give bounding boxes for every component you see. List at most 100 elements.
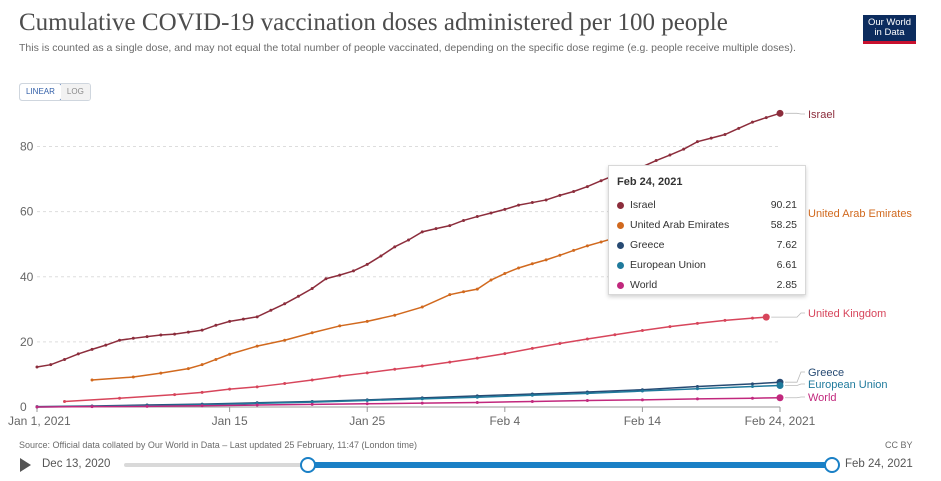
tooltip-series-value: 58.25 [770, 219, 797, 231]
european-union-point [585, 391, 589, 395]
israel-point [131, 336, 135, 340]
world-label[interactable]: World [808, 392, 837, 404]
israel-point [654, 159, 658, 163]
united-arab-emirates-point [489, 278, 493, 282]
greece-label[interactable]: Greece [808, 367, 844, 379]
log-scale-button[interactable]: LOG [60, 84, 90, 100]
world-point [365, 402, 369, 406]
united-arab-emirates-point [393, 313, 397, 317]
timeline-start-handle[interactable] [300, 457, 316, 473]
united-arab-emirates-label[interactable]: United Arab Emirates [808, 208, 912, 220]
israel-point [448, 224, 452, 228]
chart-subtitle: This is counted as a single dose, and ma… [19, 42, 796, 54]
timeline-start-date: Dec 13, 2020 [42, 458, 111, 470]
israel-point [49, 363, 53, 367]
israel-point [530, 201, 534, 205]
israel-point [159, 333, 163, 337]
israel-label-connector [785, 112, 805, 115]
european-union-point [530, 393, 534, 397]
israel-point [351, 269, 355, 273]
united-arab-emirates-point [310, 331, 314, 335]
logo-line-1: Our World [867, 17, 912, 28]
israel-point [420, 230, 424, 234]
israel-point [365, 262, 369, 266]
tooltip-series-name: United Arab Emirates [630, 219, 730, 231]
israel-point [35, 365, 39, 369]
greece-point [750, 382, 754, 386]
european-union-label[interactable]: European Union [808, 379, 888, 391]
united-kingdom-point [173, 393, 177, 397]
israel-point [76, 352, 80, 356]
israel-point [200, 328, 204, 332]
world-point [90, 405, 94, 409]
world-point [255, 403, 259, 407]
united-kingdom-point [393, 367, 397, 371]
israel-point [750, 120, 754, 124]
united-arab-emirates-point [448, 293, 452, 297]
tooltip-color-dot [617, 241, 624, 249]
world-point [585, 398, 589, 402]
united-kingdom-point [200, 390, 204, 394]
united-arab-emirates-point [338, 324, 342, 328]
y-tick-label: 40 [20, 270, 34, 284]
tooltip-row: European Union 6.61 [617, 255, 797, 275]
united-arab-emirates-point [420, 305, 424, 309]
israel-point [517, 203, 521, 207]
tooltip-date: Feb 24, 2021 [617, 176, 683, 188]
israel-label[interactable]: Israel [808, 109, 835, 121]
united-kingdom-point [338, 374, 342, 378]
israel-point [90, 347, 94, 351]
united-kingdom-point [640, 328, 644, 332]
united-kingdom-label[interactable]: United Kingdom [808, 308, 886, 320]
world-point [475, 400, 479, 404]
united-arab-emirates-point [283, 338, 287, 342]
united-kingdom-point [310, 378, 314, 382]
timeline-end-date: Feb 24, 2021 [845, 458, 913, 470]
united-kingdom-point [283, 382, 287, 386]
x-tick-label: Jan 15 [212, 414, 248, 428]
scale-toggle: LINEAR LOG [19, 83, 91, 101]
tooltip-series-value: 7.62 [776, 239, 797, 251]
y-axis-tick-labels: 0 20 40 60 80 [20, 140, 34, 414]
tooltip-series-name: Greece [630, 239, 665, 251]
x-tick-label: Jan 1, 2021 [8, 414, 71, 428]
united-kingdom-point [448, 360, 452, 364]
israel-point [186, 330, 190, 334]
tooltip-series-name: European Union [630, 259, 706, 271]
israel-point [572, 189, 576, 193]
israel-end-marker [776, 109, 784, 117]
owid-logo[interactable]: Our World in Data [863, 15, 916, 44]
israel-point [544, 198, 548, 202]
play-icon[interactable] [20, 458, 31, 472]
israel-point [338, 273, 342, 277]
israel-point [379, 254, 383, 258]
european-union-label-connector [785, 383, 805, 386]
united-arab-emirates-point [214, 357, 218, 361]
tooltip-series-value: 6.61 [776, 259, 797, 271]
united-arab-emirates-point [530, 262, 534, 266]
israel-point [489, 211, 493, 215]
tooltip-series-name: World [630, 279, 658, 291]
israel-point [173, 332, 177, 336]
united-kingdom-point [558, 342, 562, 346]
world-point [35, 405, 39, 409]
world-label-connector [785, 396, 805, 399]
x-axis: Jan 1, 2021 Jan 15 Jan 25 Feb 4 Feb 14 Feb 24… [8, 406, 816, 428]
world-end-marker [776, 394, 784, 402]
timeline-selected-range[interactable] [306, 462, 832, 468]
license-link[interactable]: CC BY [885, 440, 913, 450]
israel-point [434, 227, 438, 231]
y-tick-label: 0 [20, 400, 27, 414]
tooltip-color-dot [617, 281, 624, 289]
united-arab-emirates-point [585, 244, 589, 248]
tooltip-row: World 2.85 [617, 275, 797, 295]
israel-point [296, 294, 300, 298]
united-kingdom-point [63, 399, 67, 403]
israel-point [63, 357, 67, 361]
israel-point [599, 179, 603, 183]
timeline-end-handle[interactable] [824, 457, 840, 473]
united-kingdom-point [750, 316, 754, 320]
tooltip-row: United Arab Emirates 58.25 [617, 215, 797, 235]
united-kingdom-point [365, 371, 369, 375]
israel-point [737, 126, 741, 130]
